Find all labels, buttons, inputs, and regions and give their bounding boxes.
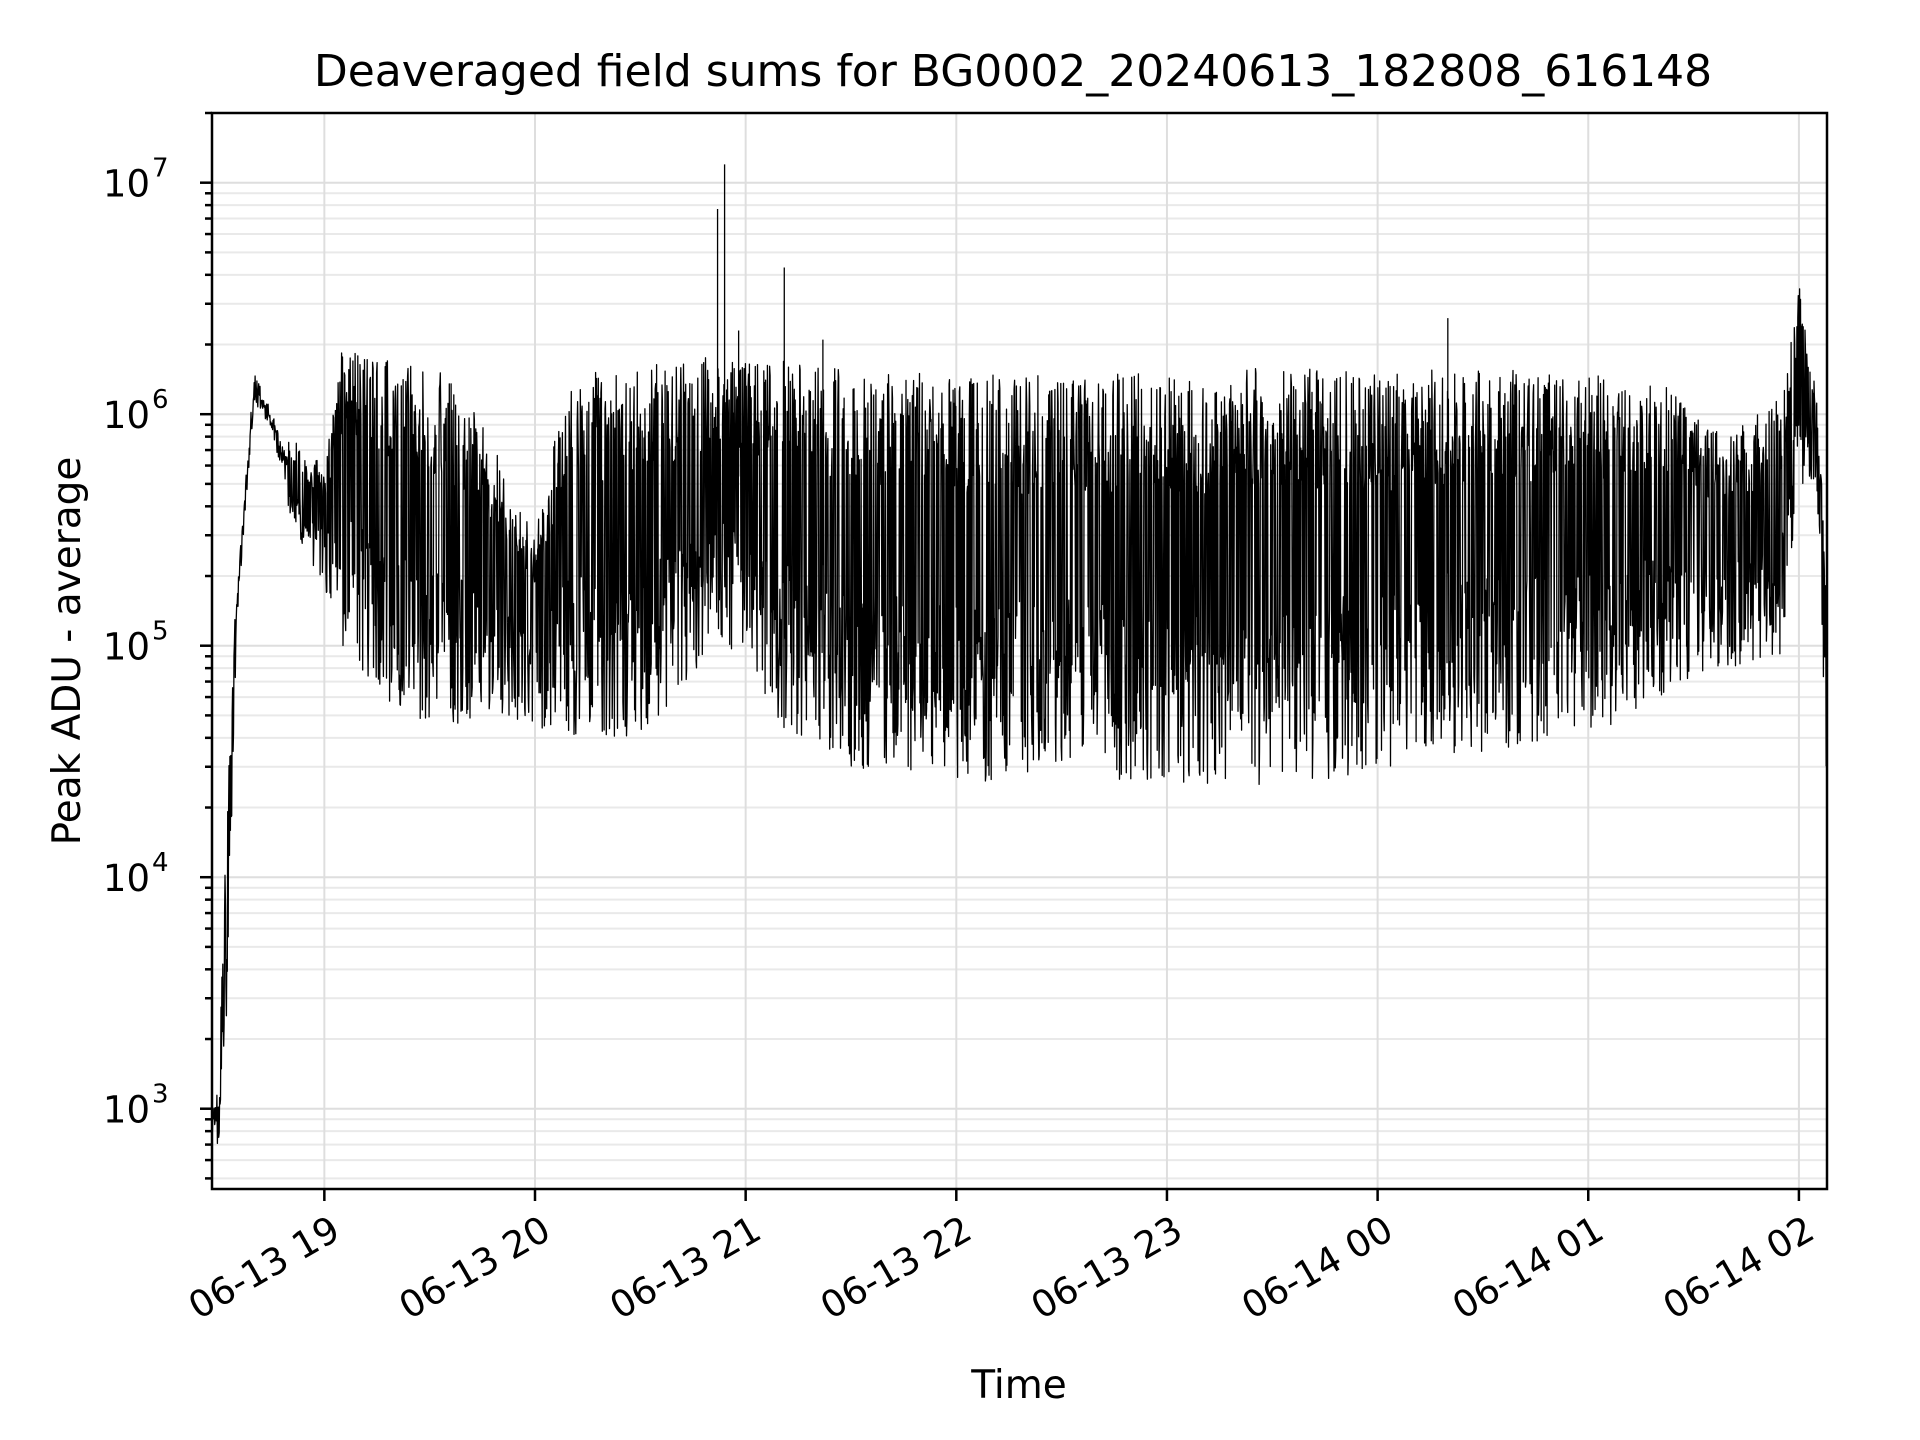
- plot-frame: [210, 111, 1829, 1191]
- y-tick-label: 10: [103, 626, 150, 669]
- x-tick-label: 06-14 01: [1445, 1208, 1611, 1328]
- x-tick-label: 06-13 22: [813, 1208, 979, 1328]
- y-tick-exponent: 4: [152, 848, 169, 878]
- x-tick-label: 06-13 23: [1024, 1208, 1190, 1328]
- x-tick-label: 06-14 00: [1235, 1208, 1401, 1328]
- y-tick-label: 10: [103, 163, 150, 206]
- y-tick-exponent: 6: [152, 385, 169, 415]
- y-tick-exponent: 5: [152, 617, 169, 647]
- chart-title: Deaveraged field sums for BG0002_2024061…: [314, 46, 1712, 97]
- series-layer: [211, 164, 1828, 1145]
- x-tick-label: 06-13 21: [603, 1208, 769, 1328]
- x-axis-label: Time: [970, 1363, 1066, 1408]
- y-tick-exponent: 7: [152, 154, 169, 184]
- x-tick-label: 06-13 20: [392, 1208, 558, 1328]
- y-tick-label: 10: [103, 857, 150, 900]
- x-tick-label: 06-13 19: [181, 1208, 347, 1328]
- series-line: [211, 288, 1828, 1145]
- y-tick-label: 10: [103, 394, 150, 437]
- y-tick-label: 10: [103, 1089, 150, 1132]
- x-tick-label: 06-14 02: [1656, 1208, 1822, 1328]
- y-tick-exponent: 3: [152, 1080, 169, 1110]
- y-axis-label: Peak ADU - average: [45, 457, 90, 846]
